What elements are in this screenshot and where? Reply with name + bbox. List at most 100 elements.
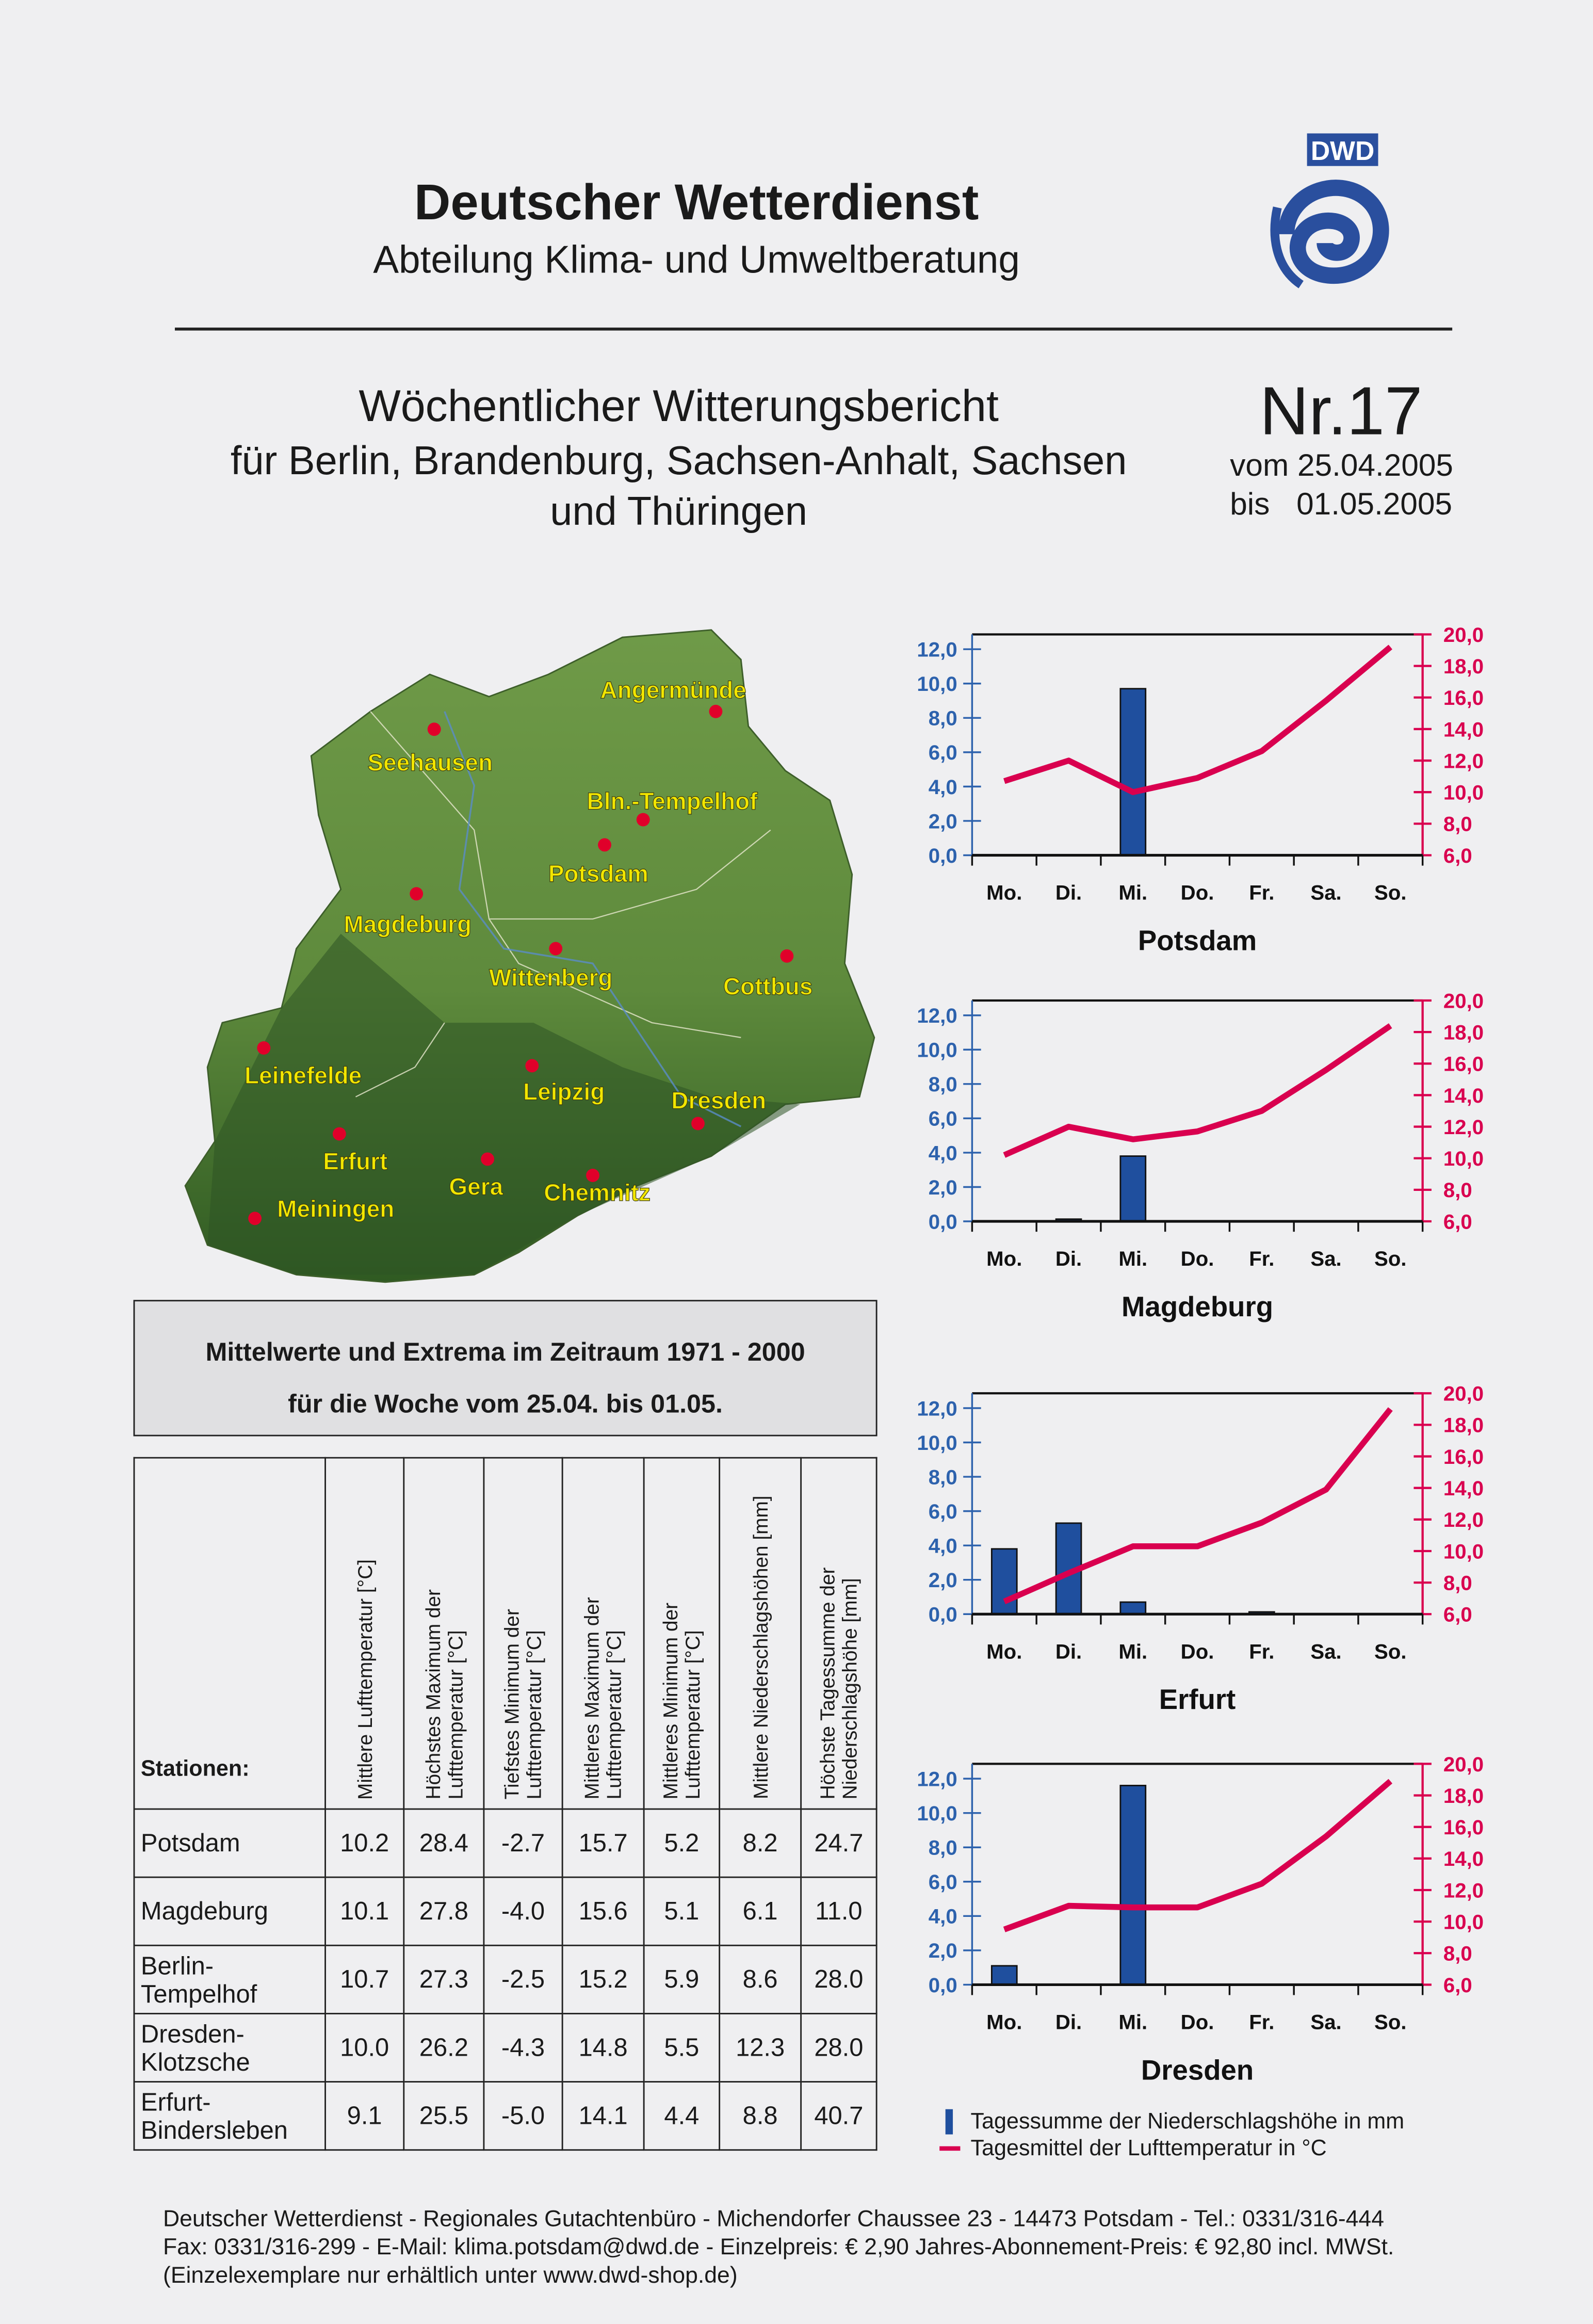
dwd-logo-icon: DWD (1270, 133, 1389, 288)
table-cell: 14.1 (561, 2081, 645, 2151)
table-cell: 5.2 (643, 1808, 721, 1878)
legend-precip-label: Tagessumme der Niederschlagshöhe in mm (970, 2108, 1405, 2134)
day-label: Do. (1181, 1247, 1214, 1270)
city-label: Angermünde (600, 676, 746, 703)
from-label: vom (1230, 449, 1289, 483)
city-label: Chemnitz (544, 1179, 651, 1206)
left-tick-label: 4,0 (929, 1141, 957, 1165)
column-header: Mittleres Minimum der Lufttemperatur [°C… (643, 1457, 721, 1810)
table-cell: 12.3 (719, 2012, 802, 2083)
day-label: Di. (1055, 1247, 1082, 1270)
table-cell: 5.1 (643, 1876, 721, 1946)
day-label: Sa. (1310, 881, 1341, 905)
table-cell: 4.4 (643, 2081, 721, 2151)
left-tick-label: 4,0 (929, 1905, 957, 1928)
chart-station-title: Dresden (1141, 2054, 1254, 2086)
city-dot-erfurt (332, 1127, 346, 1141)
table-cell: 8.8 (719, 2081, 802, 2151)
right-tick-label: 16,0 (1443, 1816, 1484, 1839)
right-tick-label: 12,0 (1443, 1116, 1484, 1139)
day-label: Fr. (1249, 2011, 1274, 2034)
right-tick-label: 14,0 (1443, 1847, 1484, 1870)
climate-period-box: Mittelwerte und Extrema im Zeitraum 1971… (133, 1300, 877, 1437)
day-label: So. (1374, 1640, 1407, 1663)
table-cell: 10.0 (324, 2012, 405, 2083)
table-cell: -4.0 (483, 1876, 563, 1946)
line-swatch-icon (939, 2145, 961, 2150)
table-cell: 6.1 (719, 1876, 802, 1946)
right-tick-label: 14,0 (1443, 1477, 1484, 1500)
left-tick-label: 10,0 (917, 672, 957, 696)
right-tick-label: 14,0 (1443, 718, 1484, 741)
day-label: Mo. (986, 881, 1022, 905)
chart-station-title: Erfurt (1159, 1684, 1236, 1715)
table-cell: -4.3 (483, 2012, 563, 2083)
day-label: Fr. (1249, 1640, 1274, 1663)
city-label: Potsdam (548, 860, 648, 887)
right-tick-label: 12,0 (1443, 749, 1484, 772)
city-dots (248, 704, 794, 1225)
city-label: Magdeburg (344, 911, 472, 938)
region-line-1: für Berlin, Brandenburg, Sachsen-Anhalt,… (230, 439, 1127, 483)
temperature-line (1003, 644, 1392, 795)
right-tick-label: 20,0 (1443, 1382, 1484, 1406)
day-label: Di. (1055, 881, 1082, 905)
right-tick-label: 16,0 (1443, 1445, 1484, 1468)
table-row: Berlin-Tempelhof 10.7 27.3 -2.5 15.2 5.9 8.6 28… (133, 1944, 877, 2014)
city-label: Cottbus (723, 973, 813, 1000)
table-cell: 25.5 (403, 2081, 485, 2151)
day-label: Sa. (1310, 1247, 1341, 1270)
city-label: Leinefelde (245, 1062, 362, 1089)
right-tick-label: 6,0 (1443, 1210, 1472, 1233)
day-label: Mi. (1118, 1247, 1147, 1270)
city-dot-potsdam (598, 838, 611, 852)
left-tick-label: 6,0 (929, 1870, 957, 1894)
left-tick-label: 12,0 (917, 1397, 957, 1420)
city-dot-wittenberg (549, 942, 563, 956)
city-dot-dresden (691, 1117, 705, 1131)
right-tick-label: 8,0 (1443, 1942, 1472, 1965)
day-label: Mo. (986, 2011, 1022, 2034)
city-label: Dresden (671, 1087, 766, 1114)
right-tick-label: 6,0 (1443, 1603, 1472, 1626)
city-label: Erfurt (323, 1148, 387, 1174)
right-tick-label: 10,0 (1443, 1147, 1484, 1170)
right-tick-label: 20,0 (1443, 1753, 1484, 1776)
precip-bar (990, 1548, 1018, 1615)
report-title: Wöchentlicher Witterungsbericht (359, 382, 999, 431)
table-cell: 15.6 (561, 1876, 645, 1946)
table-cell: -2.7 (483, 1808, 563, 1878)
chart-legend: Tagessumme der Niederschlagshöhe in mm T… (939, 2108, 1404, 2161)
region-line-2: und Thüringen (550, 489, 808, 534)
climate-box-line-1: Mittelwerte und Extrema im Zeitraum 1971… (205, 1337, 805, 1367)
day-label: Mi. (1118, 881, 1147, 905)
legend-temp-label: Tagesmittel der Lufttemperatur in °C (970, 2135, 1327, 2160)
table-cell: 24.7 (800, 1808, 877, 1878)
temperature-point (1068, 1126, 1069, 1127)
table-cell: 8.6 (719, 1944, 802, 2014)
svg-text:DWD: DWD (1311, 136, 1374, 166)
table-cell: 11.0 (800, 1876, 877, 1946)
table-row: Magdeburg 10.1 27.8 -4.0 15.6 5.1 6.1 11.0 (133, 1876, 877, 1946)
table-cell: 5.9 (643, 1944, 721, 2014)
city-dot-magdeburg (410, 887, 424, 901)
right-tick-label: 18,0 (1443, 1784, 1484, 1807)
right-tick-label: 14,0 (1443, 1084, 1484, 1107)
city-label: Meiningen (277, 1195, 394, 1222)
issue-number: Nr.17 (1259, 372, 1423, 449)
day-label: Mi. (1118, 1640, 1147, 1663)
right-tick-label: 18,0 (1443, 1414, 1484, 1437)
precip-bar (1119, 1784, 1147, 1986)
station-name: Erfurt-Bindersleben (133, 2081, 326, 2151)
city-label: Seehausen (367, 749, 493, 776)
temperature-point (1197, 1131, 1198, 1132)
region-map: Angermünde Seehausen Bln.-Tempelhof Pots… (184, 629, 875, 1283)
column-header: Mittleres Maximum der Lufttemperatur [°C… (561, 1457, 645, 1810)
day-label: Mo. (986, 1640, 1022, 1663)
footer-note: (Einzelexemplare nur erhältlich unter ww… (162, 2263, 738, 2289)
day-label: So. (1374, 1247, 1407, 1270)
bar-swatch-icon (945, 2108, 953, 2134)
header-divider (174, 327, 1453, 331)
city-dot-leinefelde (257, 1041, 271, 1055)
legend-precip: Tagessumme der Niederschlagshöhe in mm (939, 2108, 1404, 2135)
